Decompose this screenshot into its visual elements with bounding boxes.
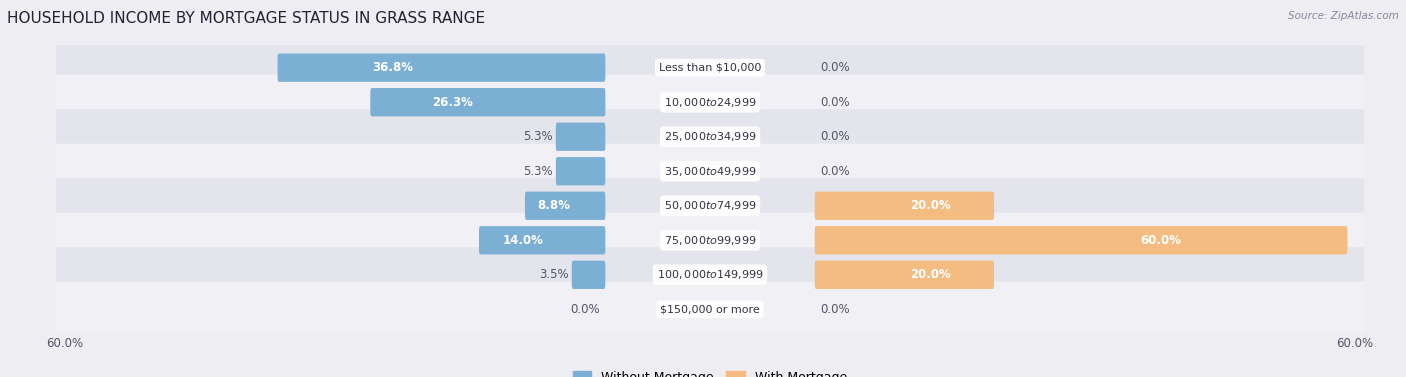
Text: 20.0%: 20.0% <box>911 199 952 212</box>
FancyBboxPatch shape <box>524 192 606 220</box>
Text: $10,000 to $24,999: $10,000 to $24,999 <box>664 96 756 109</box>
Text: $50,000 to $74,999: $50,000 to $74,999 <box>664 199 756 212</box>
Text: 14.0%: 14.0% <box>503 234 544 247</box>
FancyBboxPatch shape <box>555 157 606 185</box>
FancyBboxPatch shape <box>572 261 606 289</box>
FancyBboxPatch shape <box>814 226 1347 254</box>
Text: Less than $10,000: Less than $10,000 <box>659 63 761 73</box>
Text: Source: ZipAtlas.com: Source: ZipAtlas.com <box>1288 11 1399 21</box>
FancyBboxPatch shape <box>53 282 1367 337</box>
Text: 3.5%: 3.5% <box>538 268 568 281</box>
Text: 26.3%: 26.3% <box>433 96 474 109</box>
FancyBboxPatch shape <box>53 144 1367 199</box>
FancyBboxPatch shape <box>479 226 606 254</box>
FancyBboxPatch shape <box>53 75 1367 130</box>
Text: $150,000 or more: $150,000 or more <box>661 304 759 314</box>
FancyBboxPatch shape <box>555 123 606 151</box>
FancyBboxPatch shape <box>53 178 1367 233</box>
Text: 0.0%: 0.0% <box>821 303 851 316</box>
Text: 5.3%: 5.3% <box>523 165 553 178</box>
Text: $25,000 to $34,999: $25,000 to $34,999 <box>664 130 756 143</box>
Text: 0.0%: 0.0% <box>821 130 851 143</box>
Text: 0.0%: 0.0% <box>569 303 599 316</box>
Text: HOUSEHOLD INCOME BY MORTGAGE STATUS IN GRASS RANGE: HOUSEHOLD INCOME BY MORTGAGE STATUS IN G… <box>7 11 485 26</box>
FancyBboxPatch shape <box>277 54 606 82</box>
Text: 36.8%: 36.8% <box>373 61 413 74</box>
Text: 0.0%: 0.0% <box>821 96 851 109</box>
FancyBboxPatch shape <box>53 40 1367 95</box>
Text: 5.3%: 5.3% <box>523 130 553 143</box>
Text: 60.0%: 60.0% <box>1140 234 1181 247</box>
FancyBboxPatch shape <box>53 213 1367 268</box>
Text: 20.0%: 20.0% <box>911 268 952 281</box>
Text: $100,000 to $149,999: $100,000 to $149,999 <box>657 268 763 281</box>
Text: 8.8%: 8.8% <box>537 199 569 212</box>
Text: $35,000 to $49,999: $35,000 to $49,999 <box>664 165 756 178</box>
FancyBboxPatch shape <box>370 88 606 116</box>
Legend: Without Mortgage, With Mortgage: Without Mortgage, With Mortgage <box>568 366 852 377</box>
FancyBboxPatch shape <box>53 247 1367 302</box>
FancyBboxPatch shape <box>53 109 1367 164</box>
Text: 0.0%: 0.0% <box>821 165 851 178</box>
FancyBboxPatch shape <box>814 192 994 220</box>
Text: $75,000 to $99,999: $75,000 to $99,999 <box>664 234 756 247</box>
Text: 0.0%: 0.0% <box>821 61 851 74</box>
FancyBboxPatch shape <box>814 261 994 289</box>
